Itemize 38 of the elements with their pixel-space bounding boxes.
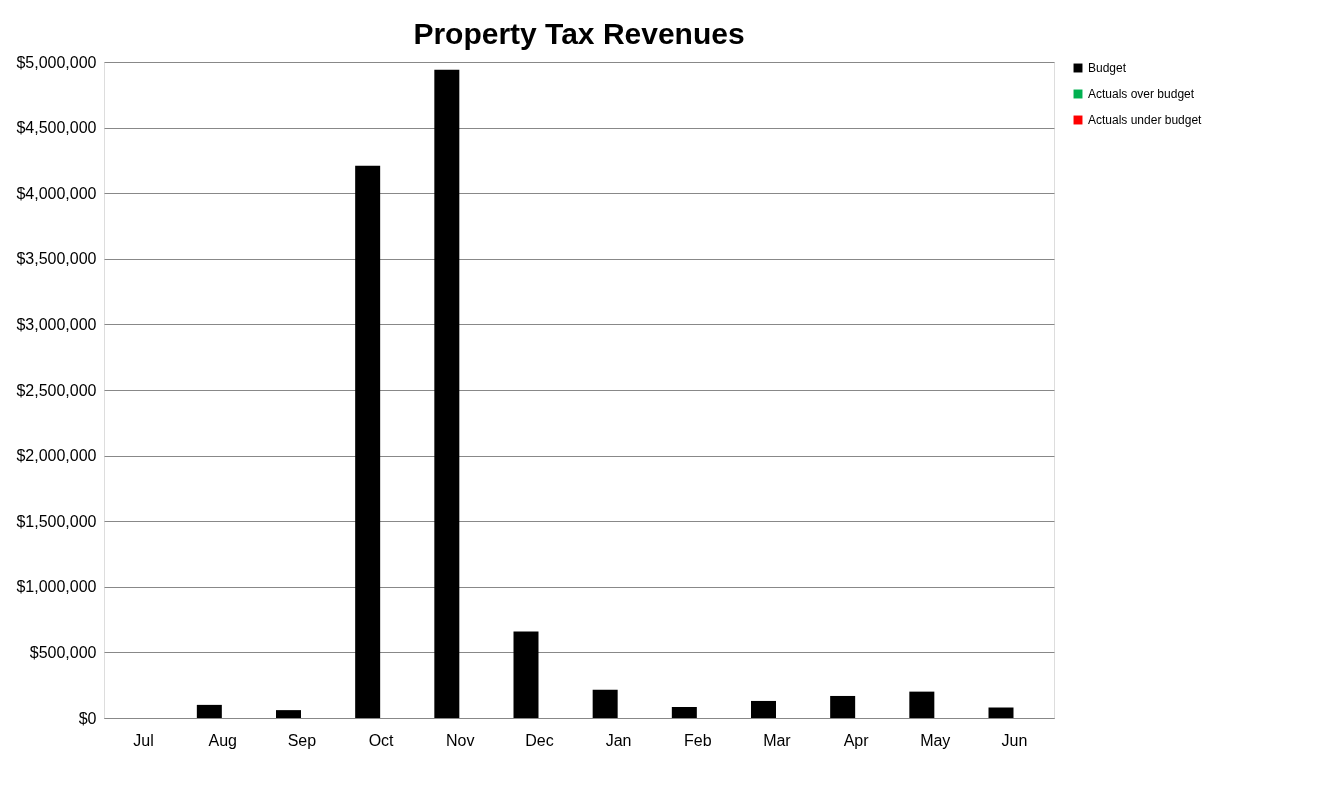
- y-tick-label: $3,000,000: [16, 315, 97, 333]
- legend-label: Actuals under budget: [1088, 113, 1203, 127]
- y-tick-label: $4,000,000: [16, 184, 97, 202]
- bar: [988, 707, 1014, 718]
- bar: [592, 689, 618, 718]
- bar: [513, 631, 539, 718]
- x-tick-label: Mar: [763, 731, 792, 749]
- x-tick-label: Aug: [208, 731, 237, 749]
- bar: [434, 69, 460, 718]
- y-tick-label: $3,500,000: [16, 250, 97, 268]
- x-tick-label: Feb: [683, 731, 712, 749]
- bar: [909, 691, 935, 718]
- x-tick-label: Oct: [368, 731, 395, 749]
- legend-label: Actuals over budget: [1088, 87, 1195, 101]
- bar: [671, 706, 697, 718]
- x-tick-label: Apr: [843, 731, 870, 749]
- x-tick-label: Jul: [133, 731, 154, 749]
- bar: [751, 700, 776, 718]
- legend-label: Budget: [1088, 61, 1127, 75]
- y-tick-label: $5,000,000: [16, 53, 97, 71]
- x-tick-label: Jan: [605, 731, 632, 749]
- y-tick-label: $1,000,000: [16, 578, 97, 596]
- x-tick-label: Dec: [525, 731, 554, 749]
- y-tick-label: $2,000,000: [16, 447, 97, 465]
- x-tick-label: Nov: [446, 731, 475, 749]
- bar: [276, 710, 301, 718]
- bar: [355, 165, 381, 718]
- x-tick-label: May: [920, 731, 951, 749]
- bar: [830, 695, 856, 718]
- y-tick-label: $2,500,000: [16, 381, 97, 399]
- bar: [196, 704, 222, 718]
- x-tick-label: Sep: [287, 731, 317, 749]
- y-tick-label: $1,500,000: [16, 512, 97, 530]
- x-tick-label: Jun: [1001, 731, 1028, 749]
- y-tick-label: $4,500,000: [16, 119, 97, 137]
- y-tick-label: $0: [78, 709, 97, 727]
- chart-title: Property Tax Revenues: [413, 17, 745, 50]
- y-tick-label: $500,000: [29, 643, 97, 661]
